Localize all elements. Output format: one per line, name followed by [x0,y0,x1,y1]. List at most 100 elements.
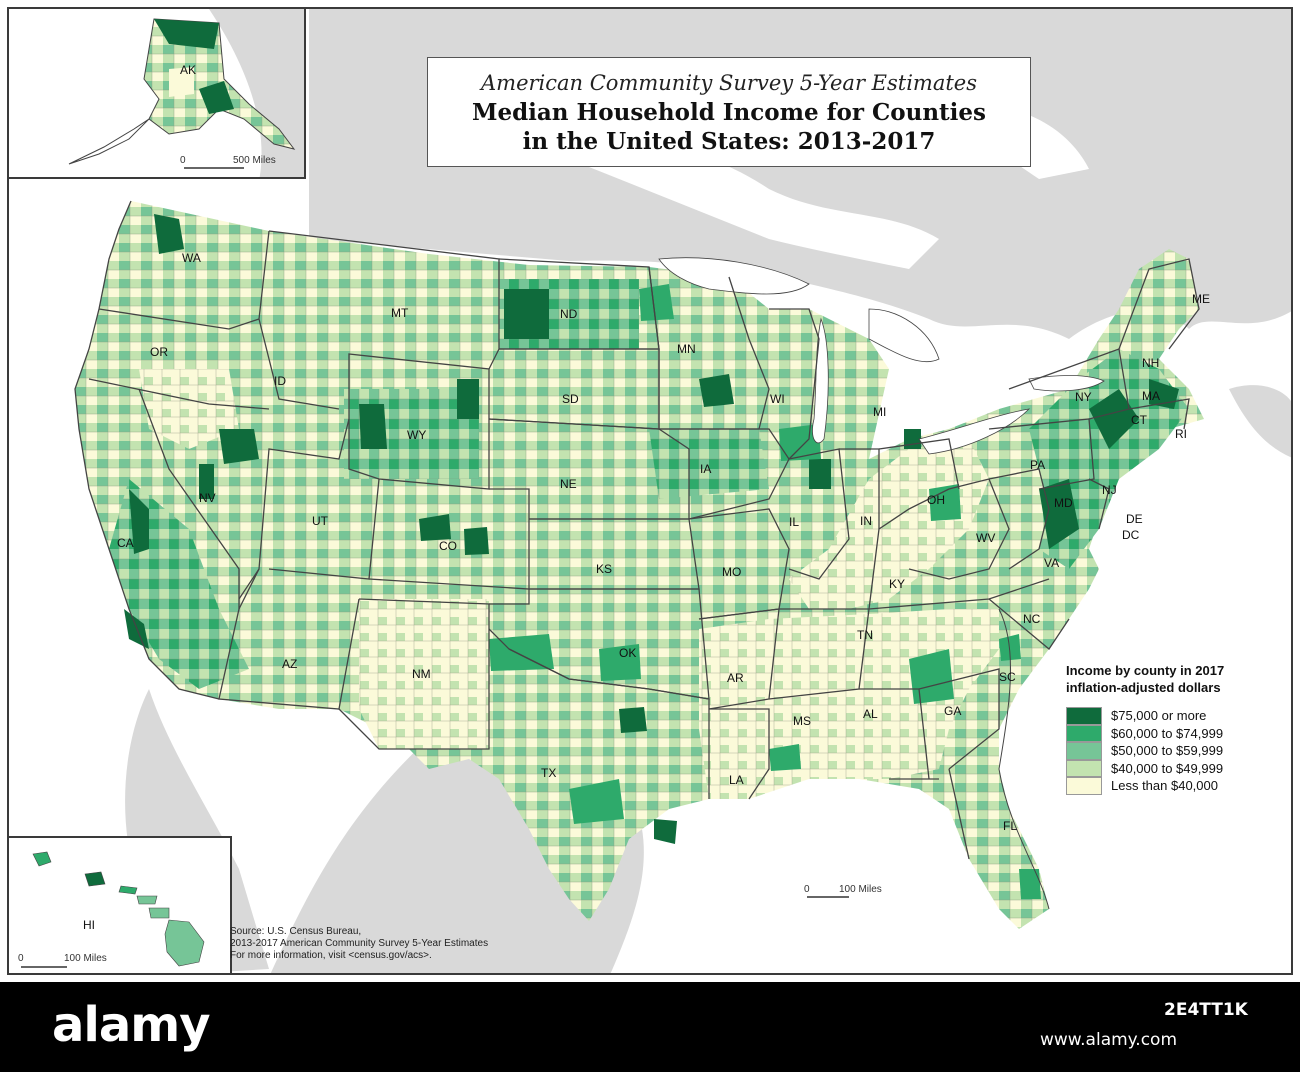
legend-swatch [1066,724,1102,742]
coastline [998,608,1050,910]
main-scale-zero: 0 [804,884,810,895]
legend-title: Income by county in 2017 inflation-adjus… [1066,662,1281,696]
main-scale-label: 100 Miles [839,884,882,895]
hawaii-canvas [9,838,230,973]
state-label-wv: WV [976,531,996,545]
state-label-tx: TX [541,766,557,780]
state-label-ks: KS [596,562,613,576]
hi-scale-label: 100 Miles [64,953,107,964]
state-label-ar: AR [727,671,744,685]
title-box: American Community Survey 5-Year Estimat… [427,57,1031,167]
legend: Income by county in 2017 inflation-adjus… [1066,662,1281,795]
hi-scale-zero: 0 [18,953,24,964]
state-label-tn: TN [857,628,873,642]
map-frame: American Community Survey 5-Year Estimat… [7,7,1293,975]
state-label-nj: NJ [1102,483,1117,497]
source-line2: 2013-2017 American Community Survey 5-Ye… [230,938,489,949]
ak-scale-zero: 0 [180,155,186,166]
state-label-mn: MN [677,342,696,356]
state-label-az: AZ [282,657,298,671]
legend-swatch [1066,707,1102,725]
state-label-ms: MS [793,714,811,728]
state-label-nm: NM [412,667,431,681]
alaska-canvas [9,9,304,177]
watermark-image-id: 2E4TT1K [1164,1000,1248,1020]
map-title-line2: in the United States: 2013-2017 [522,128,936,155]
source-line3: For more information, visit <census.gov/… [230,950,432,961]
state-label-ky: KY [889,577,906,591]
great-lakes [658,257,1105,455]
alaska-inset: AK 0 500 Miles [9,9,306,179]
legend-item: Less than $40,000 [1066,777,1281,795]
state-label-me: ME [1192,292,1210,306]
state-label-nd: ND [560,307,578,321]
map-subtitle: American Community Survey 5-Year Estimat… [481,71,977,95]
legend-title-line2: inflation-adjusted dollars [1066,680,1221,695]
legend-item: $75,000 or more [1066,707,1281,725]
watermark-url: www.alamy.com [1040,1030,1178,1050]
state-label-dc: DC [1122,528,1140,542]
state-label-id: ID [274,374,286,388]
legend-swatch [1066,759,1102,777]
state-label-va: VA [1044,556,1060,570]
ak-scale-bar [184,167,244,169]
state-borders [74,200,1200,860]
legend-label: $40,000 to $49,999 [1111,760,1224,776]
legend-label: $60,000 to $74,999 [1111,725,1224,741]
source-note: Source: U.S. Census Bureau, 2013-2017 Am… [230,926,488,962]
state-label-ga: GA [944,704,962,718]
state-label-il: IL [789,515,800,529]
state-label-sd: SD [562,392,579,406]
state-label-oh: OH [927,493,945,507]
state-label-ak: AK [180,63,197,77]
legend-swatch [1066,742,1102,760]
map-canvas [74,9,1291,973]
legend-label: $50,000 to $59,999 [1111,743,1224,759]
state-label-pa: PA [1030,458,1046,472]
watermark-logo: alamy [52,997,211,1053]
watermark-bar: alamy 2E4TT1K www.alamy.com [0,982,1300,1072]
state-label-nv: NV [199,491,216,505]
contiguous-us [75,201,1204,929]
state-label-de: DE [1126,512,1143,526]
state-label-nh: NH [1142,356,1160,370]
legend-label: Less than $40,000 [1111,778,1218,794]
ak-scale-label: 500 Miles [233,155,276,166]
state-label-mt: MT [391,306,409,320]
state-label-ne: NE [560,477,577,491]
state-label-ok: OK [619,646,637,660]
state-label-mo: MO [722,565,742,579]
hi-scale-bar [21,966,67,968]
state-label-fl: FL [1003,819,1018,833]
state-label-ri: RI [1175,427,1187,441]
state-label-md: MD [1054,496,1073,510]
legend-title-line1: Income by county in 2017 [1066,663,1225,678]
state-label-co: CO [439,539,457,553]
state-label-sc: SC [999,670,1016,684]
state-label-ny: NY [1075,390,1092,404]
state-label-ma: MA [1142,389,1160,403]
state-label-wa: WA [182,251,201,265]
state-label-ut: UT [312,514,328,528]
legend-swatch [1066,777,1102,795]
state-label-wi: WI [770,392,785,406]
main-scale-bar [807,896,849,898]
legend-label: $75,000 or more [1111,708,1207,724]
legend-items: $75,000 or more $60,000 to $74,999 $50,0… [1066,707,1281,795]
state-label-la: LA [729,773,744,787]
hawaii-inset: HI 0 100 Miles [9,836,232,973]
state-label-in: IN [860,514,872,528]
state-label-ia: IA [700,462,712,476]
source-line1: Source: U.S. Census Bureau, [230,926,362,937]
state-label-wy: WY [407,428,427,442]
state-label-nc: NC [1023,612,1041,626]
legend-item: $40,000 to $49,999 [1066,759,1281,777]
state-label-hi: HI [83,918,95,932]
map-title: Median Household Income for Counties in … [428,98,1030,156]
state-label-ct: CT [1131,413,1147,427]
state-label-mi: MI [873,405,887,419]
map-title-line1: Median Household Income for Counties [471,99,986,126]
legend-item: $50,000 to $59,999 [1066,742,1281,760]
legend-item: $60,000 to $74,999 [1066,724,1281,742]
state-label-ca: CA [117,536,134,550]
